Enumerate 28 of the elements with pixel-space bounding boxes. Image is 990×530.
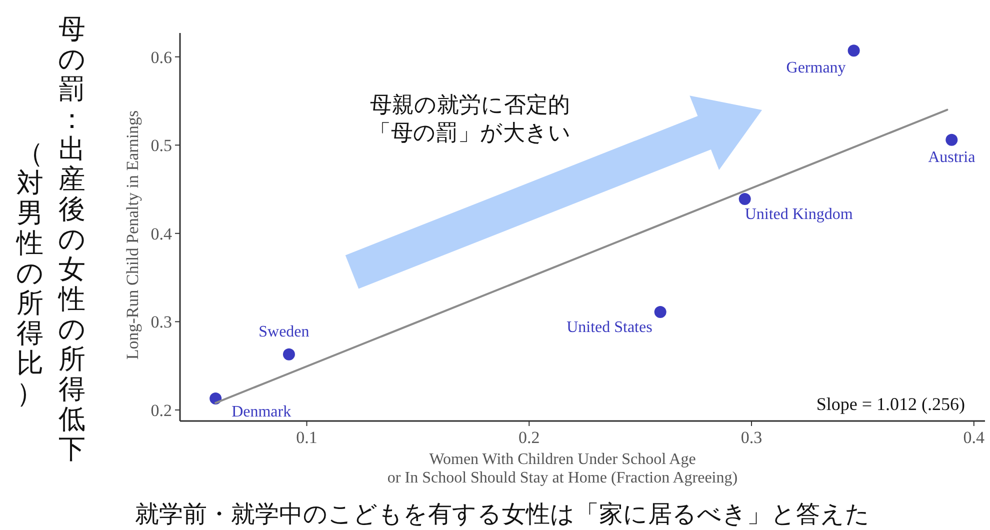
y-tick-label: 0.2	[150, 400, 172, 420]
data-label: United Kingdom	[744, 206, 854, 223]
x-tick-label: 0.4	[963, 428, 986, 447]
text: （対男性の所得比）	[16, 138, 44, 408]
point	[848, 44, 860, 57]
x-axis-title: Women With Children Under School Age or In School Should Stay at Home (Fraction Agreeing)	[387, 451, 738, 486]
data-label: Germany	[786, 60, 846, 77]
y-tick-label: 0.4	[150, 224, 172, 244]
y-tick-label: 0.3	[150, 312, 172, 332]
data-label: Austria	[928, 148, 976, 166]
y-axis-title: Long-Run Child Penalty in Earnings	[123, 110, 142, 360]
x-tick-label: 0.3	[740, 428, 762, 447]
annotation: Slope = 1.012 (.256)	[816, 394, 966, 414]
annotation: 「母の罰」が大きい	[369, 120, 571, 145]
point	[654, 306, 666, 318]
point	[282, 348, 295, 360]
data-label: Sweden	[258, 323, 310, 340]
text: 就学前・就学中のこどもを有する女性は「家に居るべき」と答えた	[135, 501, 870, 528]
annotation: 母親の就労に否定的	[370, 92, 570, 117]
data-label: Denmark	[232, 403, 292, 420]
data-label: United States	[566, 318, 652, 336]
x-tick-label: 0.1	[296, 428, 318, 447]
point	[738, 192, 751, 205]
y-tick-label: 0.6	[150, 48, 172, 67]
y-tick-label: 0.5	[150, 136, 172, 156]
point	[946, 134, 958, 146]
text: 母の罰：出産後の女性の所得低下	[58, 14, 86, 464]
x-tick-label: 0.2	[518, 428, 540, 447]
